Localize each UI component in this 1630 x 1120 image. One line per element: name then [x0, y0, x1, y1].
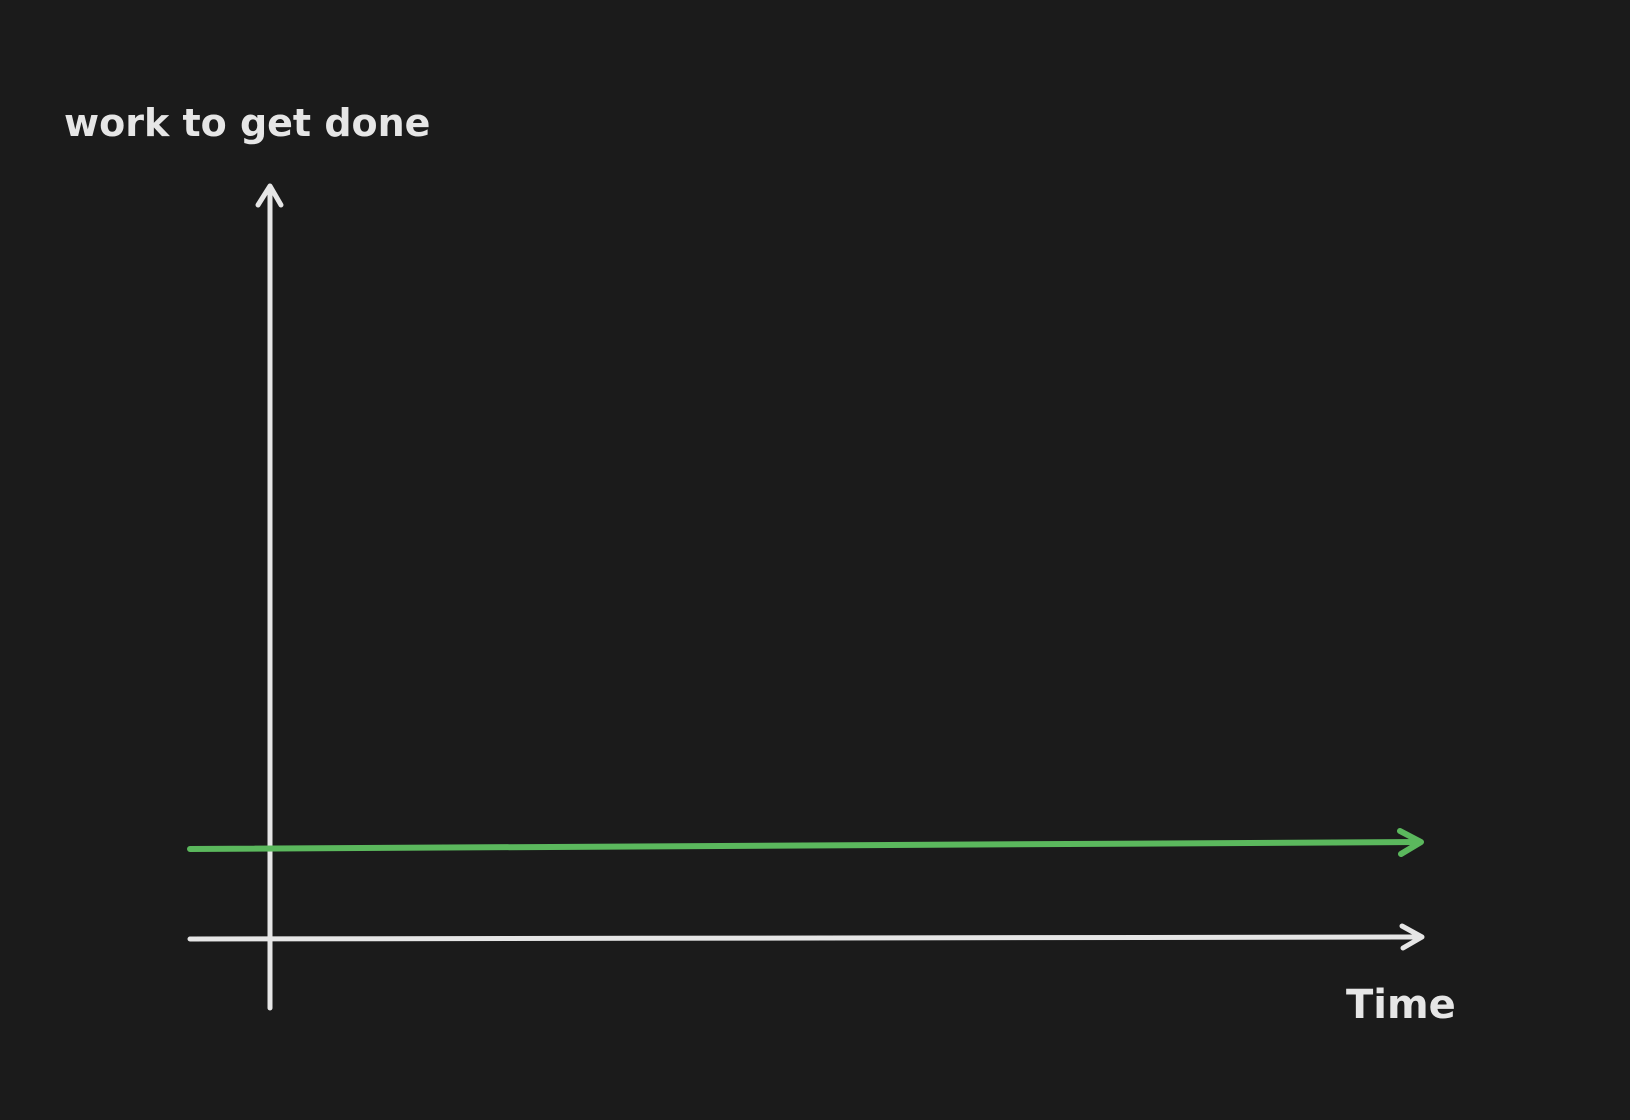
arrow-right-icon [1397, 828, 1424, 857]
x-axis [187, 923, 1425, 951]
level-line [187, 828, 1424, 857]
arrow-right-icon [1399, 923, 1425, 951]
y-axis-label: work to get done [64, 101, 430, 145]
arrow-up-icon [255, 183, 284, 208]
y-axis-line [267, 187, 273, 1011]
level-line-path [187, 839, 1423, 852]
x-axis-label: Time [1346, 982, 1456, 1028]
y-axis [255, 183, 284, 1011]
x-axis-line [187, 934, 1424, 942]
